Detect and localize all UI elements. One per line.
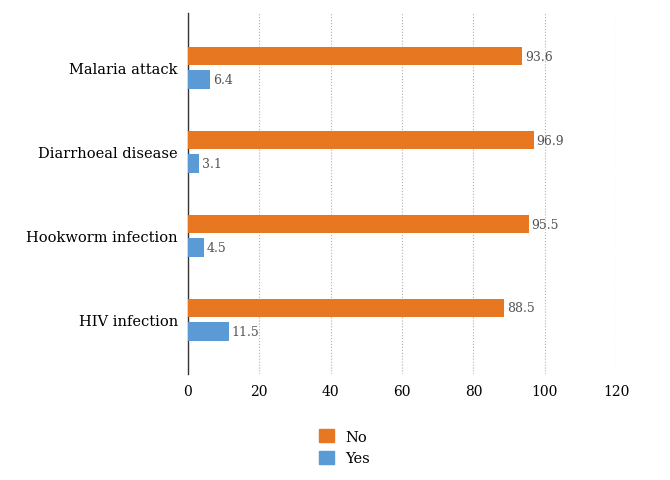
- Bar: [188, 48, 522, 66]
- Text: 93.6: 93.6: [525, 50, 553, 63]
- Bar: [188, 72, 210, 90]
- Text: 11.5: 11.5: [232, 325, 259, 338]
- Legend: No, Yes: No, Yes: [315, 425, 375, 470]
- Bar: [188, 239, 204, 257]
- Text: 95.5: 95.5: [532, 218, 559, 231]
- Text: 3.1: 3.1: [202, 158, 221, 171]
- Bar: [188, 155, 199, 173]
- Bar: [188, 299, 504, 317]
- Text: 96.9: 96.9: [537, 134, 564, 147]
- Text: 88.5: 88.5: [507, 302, 535, 315]
- Bar: [188, 216, 529, 234]
- Text: 6.4: 6.4: [213, 74, 233, 87]
- Text: 4.5: 4.5: [206, 241, 226, 254]
- Bar: [188, 132, 534, 150]
- Bar: [188, 323, 228, 341]
